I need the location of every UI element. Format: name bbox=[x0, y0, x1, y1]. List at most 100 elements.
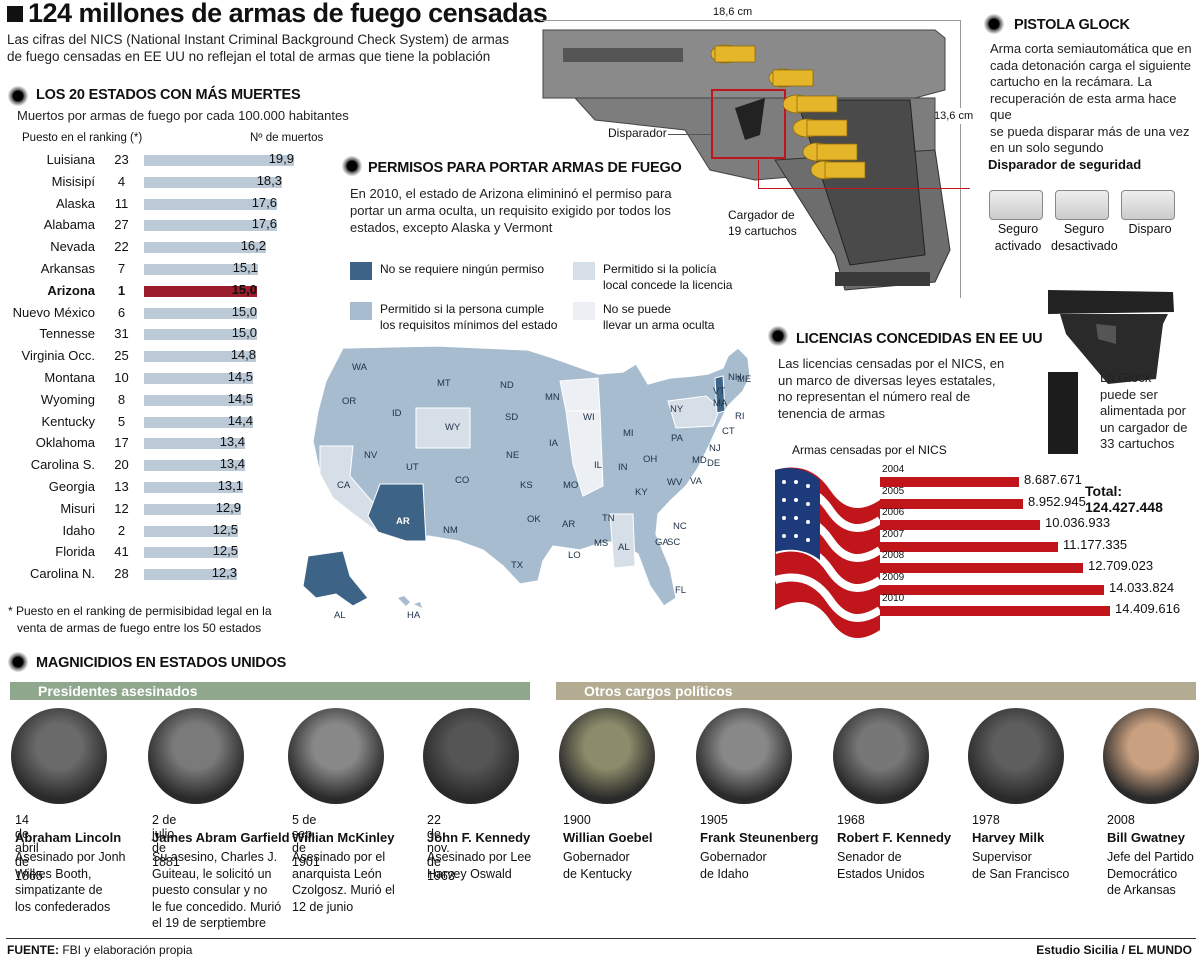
licenses-text-line: Las licencias censadas por el NICS, en bbox=[778, 356, 1005, 371]
person-name: Harvey Milk bbox=[972, 830, 1045, 845]
licenses-value: 14.409.616 bbox=[1115, 601, 1181, 616]
person-description: Jefe del Partido bbox=[1107, 850, 1194, 864]
licenses-year-label: 2006 bbox=[882, 507, 905, 518]
person-name: Abraham Lincoln bbox=[15, 830, 122, 845]
person-description: Gobernador bbox=[700, 850, 767, 864]
ranking-value: 15,1 bbox=[232, 260, 258, 275]
glock-height-line bbox=[960, 20, 961, 298]
portrait-image bbox=[148, 708, 244, 804]
map-state-label: SD bbox=[505, 412, 519, 423]
map-labels: WA MT ND MN ME OR ID SD WI MI NY VT NH MA RI CT PA NJ WY IA… bbox=[0, 0, 751, 621]
safety-title: Disparador de seguridad bbox=[988, 157, 1142, 172]
map-state-label: GA bbox=[655, 537, 669, 548]
ranking-position: 28 bbox=[114, 566, 129, 582]
ranking-state: Virginia Occ. bbox=[21, 348, 95, 364]
map-state-label: AR bbox=[562, 519, 576, 530]
licenses-value: 11.177.335 bbox=[1063, 536, 1128, 552]
ranking-value: 13,4 bbox=[219, 456, 245, 472]
ranking-bar bbox=[144, 176, 282, 188]
map-state-label: OK bbox=[527, 514, 541, 525]
licenses-total-label: Total: bbox=[1085, 483, 1123, 499]
glock-mag-note-line: un cargador de bbox=[1100, 419, 1188, 435]
ranking-position: 1 bbox=[117, 282, 126, 298]
permits-text-3: estados, excepto Alaska y Vermont bbox=[350, 220, 553, 235]
map-state-label: HA bbox=[407, 610, 421, 621]
map-state-label: RI bbox=[735, 411, 745, 422]
ranking-state: Florida bbox=[55, 544, 95, 560]
person-description: de Idaho bbox=[700, 866, 749, 881]
person-description: 12 de junio bbox=[292, 899, 354, 914]
licenses-value: 8.952.945 bbox=[1028, 493, 1086, 509]
person-description: Supervisor bbox=[972, 850, 1032, 864]
safety-label-2: activado bbox=[994, 239, 1042, 253]
ranking-value: 17,6 bbox=[251, 194, 277, 210]
ranking-value: 14,5 bbox=[227, 369, 253, 384]
portrait-image bbox=[288, 708, 384, 804]
ranking-bar bbox=[144, 285, 257, 297]
map-state-label: NV bbox=[364, 450, 378, 461]
safety-diagram-icon bbox=[1055, 190, 1109, 220]
person-description: de Kentucky bbox=[563, 866, 632, 881]
licenses-value: 10.036.933 bbox=[1045, 515, 1111, 530]
person-description: Democrático bbox=[1107, 866, 1178, 881]
licenses-text-line: tenencia de armas bbox=[778, 405, 885, 421]
glock-grip-inner bbox=[796, 99, 926, 266]
map-state-label: MA bbox=[713, 398, 728, 409]
licenses-title: LICENCIAS CONCEDIDAS EN EE UU bbox=[796, 331, 1043, 347]
licenses-bar bbox=[880, 520, 1040, 530]
person-description: Wilkes Booth, bbox=[15, 866, 92, 881]
portrait-image bbox=[11, 708, 107, 804]
ranking-value: 14,4 bbox=[227, 412, 253, 428]
licenses-year-label: 2007 bbox=[882, 528, 905, 540]
ranking-position: 13 bbox=[114, 479, 129, 494]
glock-text-line: se pueda disparar más de una vez bbox=[990, 123, 1190, 139]
map-state-label: OR bbox=[342, 396, 357, 407]
footer-rule bbox=[6, 938, 1196, 939]
legend-label-no-permit: No se requiere ningún permiso bbox=[380, 262, 545, 276]
ranking-bar bbox=[144, 482, 243, 493]
ranking-state: Idaho bbox=[62, 522, 95, 538]
ranking-value: 13,1 bbox=[217, 478, 243, 493]
ranking-col-deaths: Nº de muertos bbox=[250, 132, 324, 144]
person-date: 22 de nov. de 1963 bbox=[427, 813, 455, 883]
map-region-northeast bbox=[667, 395, 721, 429]
ranking-state: Kentucky bbox=[41, 413, 95, 429]
ranking-value: 14,5 bbox=[227, 390, 253, 406]
ranking-value: 19,9 bbox=[268, 151, 294, 166]
ranking-state: Oklahoma bbox=[35, 435, 95, 451]
portrait-image bbox=[1103, 708, 1199, 804]
footer-source-label: FUENTE: bbox=[7, 943, 59, 957]
glock-trigger bbox=[735, 98, 765, 140]
ranking-value: 12,3 bbox=[211, 565, 237, 581]
map-state-label: AR bbox=[396, 516, 410, 527]
legend-label-not-allowed-1: No se puede bbox=[603, 302, 672, 316]
ranking-bar bbox=[144, 460, 245, 472]
map-state-label: CA bbox=[337, 480, 351, 491]
map-mainland bbox=[312, 345, 751, 607]
ranking-position: 8 bbox=[117, 391, 126, 407]
licenses-bar bbox=[880, 563, 1083, 573]
person-description: de San Francisco bbox=[972, 866, 1070, 881]
portrait-image bbox=[968, 708, 1064, 804]
licenses-year-label: 2004 bbox=[882, 464, 905, 475]
map-state-label: TX bbox=[511, 560, 524, 571]
us-permits-map bbox=[302, 345, 751, 608]
ranking-state: Luisiana bbox=[46, 152, 95, 167]
map-state-label: NJ bbox=[709, 443, 721, 454]
ranking-value: 15,0 bbox=[231, 303, 257, 319]
ranking-bar bbox=[144, 394, 253, 406]
licenses-bar bbox=[880, 606, 1110, 616]
portrait-image bbox=[559, 708, 655, 804]
ranking-value: 14,8 bbox=[230, 347, 256, 363]
map-region-alaska bbox=[302, 550, 369, 607]
map-state-label: ND bbox=[500, 380, 514, 391]
person-date: 1905 bbox=[700, 813, 728, 827]
licenses-year-label: 2010 bbox=[882, 593, 905, 604]
glock-safety-arrow-v bbox=[758, 160, 759, 188]
ranking-bar bbox=[144, 503, 241, 515]
licenses-year-label: 2008 bbox=[882, 550, 905, 561]
glock-slide bbox=[542, 29, 946, 99]
safety-diagram-icon bbox=[989, 190, 1043, 220]
map-state-label: CT bbox=[722, 426, 735, 437]
safety-label-1: Disparo bbox=[1128, 222, 1172, 236]
